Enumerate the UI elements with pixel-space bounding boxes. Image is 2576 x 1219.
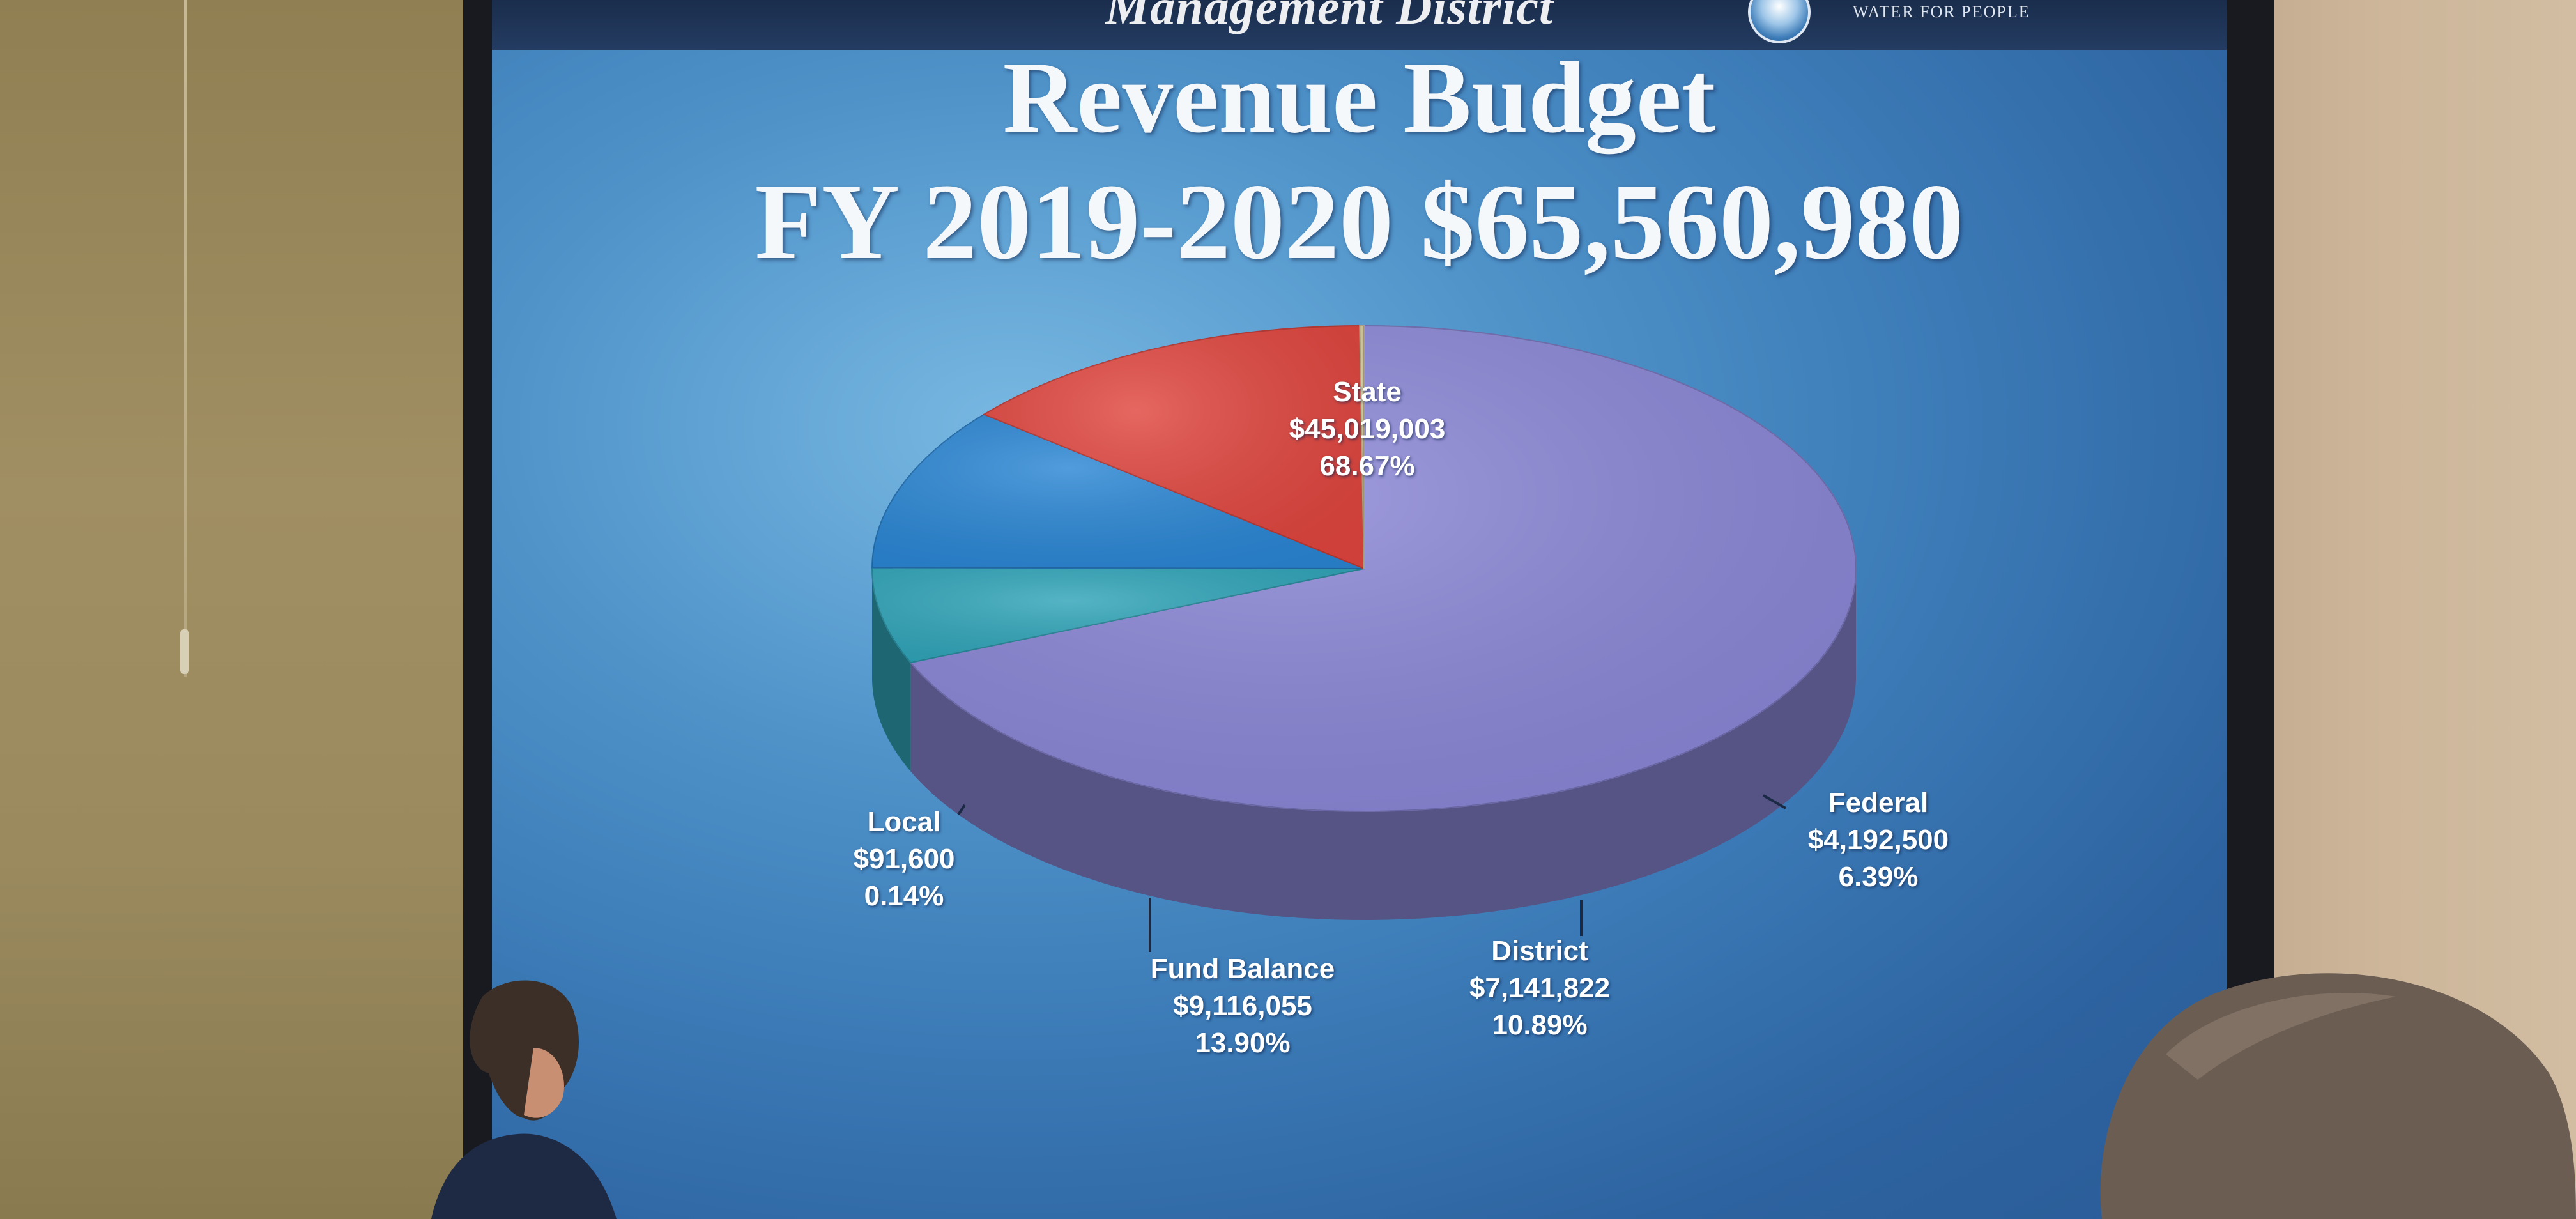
label-fund-balance-amount: $9,116,055	[1173, 990, 1312, 1022]
label-district-amount: $7,141,822	[1469, 972, 1611, 1004]
slide-title-line2: FY 2019-2020 $65,560,980	[755, 162, 1964, 282]
label-fund-balance: Fund Balance $9,116,055 13.90%	[1131, 951, 1354, 1062]
label-local: Local $91,600 0.14%	[818, 804, 990, 915]
pie-slice-highlight	[910, 325, 1857, 811]
label-local-percent: 0.14%	[864, 880, 944, 912]
label-state-percent: 68.67%	[1319, 450, 1415, 482]
label-local-name: Local	[867, 806, 941, 838]
pie-slice-highlight	[871, 567, 1364, 663]
label-local-amount: $91,600	[853, 843, 955, 875]
label-district-percent: 10.89%	[1492, 1009, 1588, 1041]
leader-line-federal	[1763, 794, 1786, 809]
pie-slice-highlight	[872, 414, 1364, 569]
label-federal-percent: 6.39%	[1838, 861, 1919, 893]
pie-slice-highlight	[984, 326, 1364, 569]
label-state-name: State	[1333, 376, 1402, 408]
label-district-name: District	[1491, 935, 1588, 967]
background-wall-left	[0, 0, 463, 1219]
hanging-cord	[184, 0, 187, 677]
presenter-silhouette	[431, 980, 617, 1219]
pie-slice-highlight	[1360, 325, 1364, 569]
slide-title-line1: Revenue Budget	[1002, 40, 1716, 154]
slide-banner	[492, 0, 2227, 50]
banner-title: Management District	[1105, 0, 1554, 34]
label-federal: Federal $4,192,500 6.39%	[1782, 785, 1974, 896]
cord-pull	[180, 629, 189, 674]
leader-line-local	[957, 804, 966, 816]
label-state-amount: $45,019,003	[1289, 413, 1446, 445]
pie-side-state	[910, 571, 1856, 920]
logo-tagline: WATER FOR PEOPLE	[1853, 3, 2030, 21]
label-federal-amount: $4,192,500	[1807, 824, 1949, 855]
label-federal-name: Federal	[1828, 787, 1929, 818]
label-state: State $45,019,003 68.67%	[1271, 374, 1463, 485]
audience-head-silhouette	[2100, 973, 2576, 1219]
label-fund-balance-name: Fund Balance	[1150, 953, 1335, 985]
label-fund-balance-percent: 13.90%	[1195, 1027, 1291, 1059]
label-district: District $7,141,822 10.89%	[1444, 933, 1636, 1044]
pie-side-federal	[872, 568, 911, 772]
